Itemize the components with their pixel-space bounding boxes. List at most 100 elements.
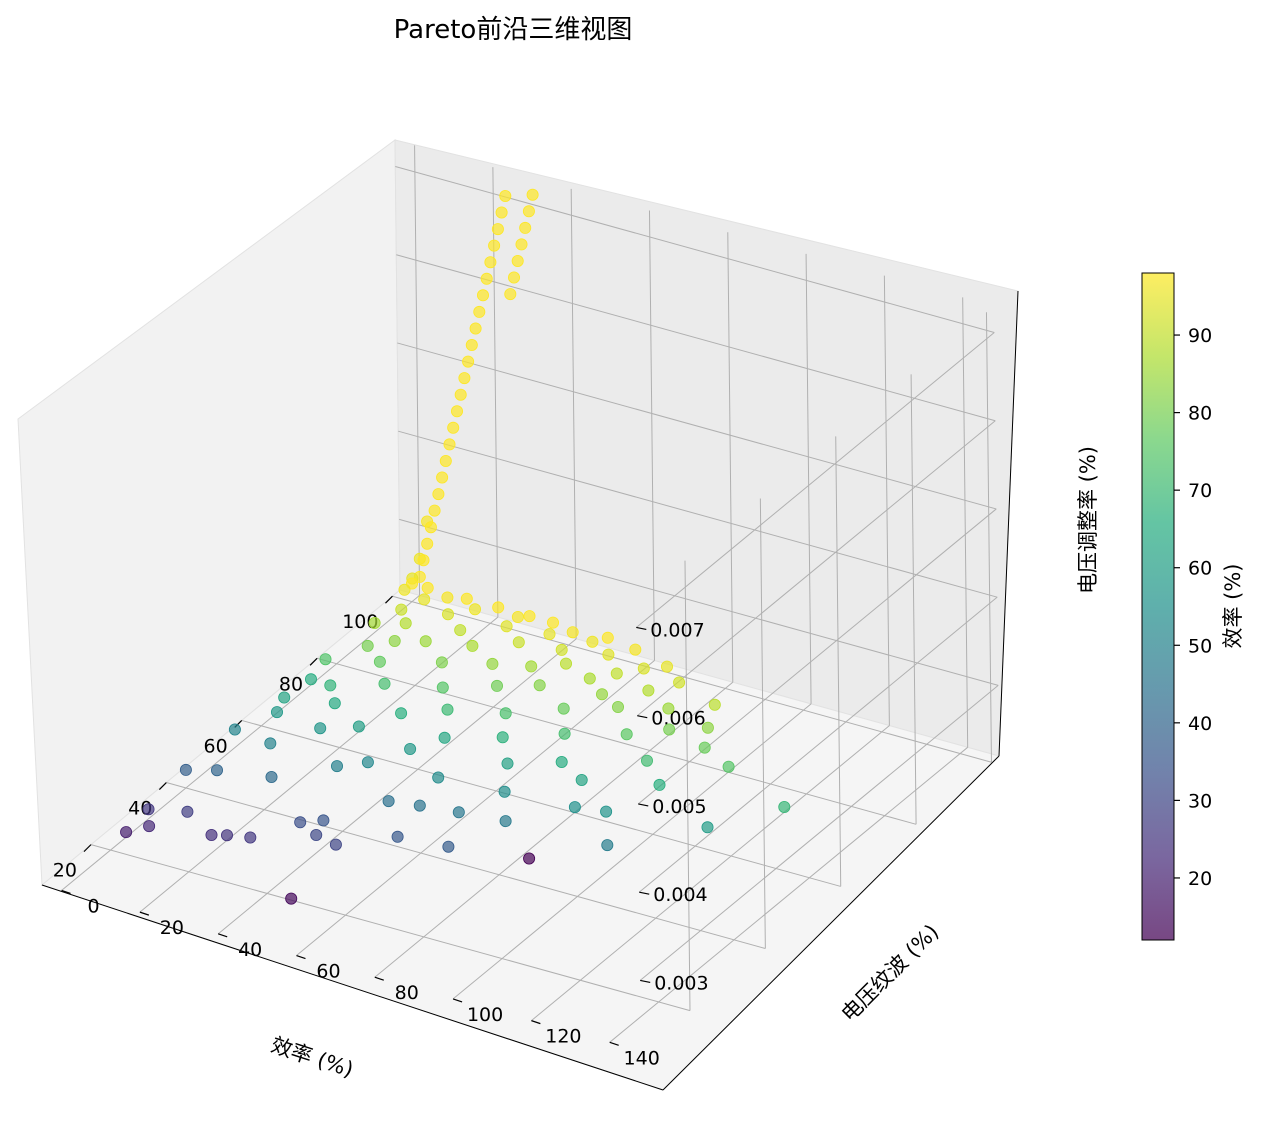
scatter-point (181, 805, 194, 818)
scatter-point (441, 591, 454, 604)
z-gridline (397, 342, 997, 510)
scatter-point (519, 221, 532, 234)
y-tick (531, 1020, 541, 1025)
scatter-point (285, 892, 298, 905)
scatter-point (642, 684, 655, 697)
x-gridline (392, 595, 992, 763)
x-tick (309, 657, 318, 666)
scatter-point (399, 617, 412, 630)
scatter-point (637, 662, 650, 675)
scatter-point (476, 289, 489, 302)
scatter-point (495, 206, 508, 219)
scatter-point (515, 238, 528, 251)
scatter-point (708, 698, 721, 711)
y-gridline (805, 253, 812, 704)
scatter-point (496, 731, 509, 744)
z-tick-label: 0.004 (653, 884, 707, 906)
scatter-point (329, 838, 342, 851)
x-gridline (985, 312, 992, 763)
y-gridline (61, 595, 420, 891)
scatter-point (441, 703, 454, 716)
scatter-point (468, 603, 481, 616)
y-tick-label: 140 (624, 1047, 660, 1069)
z-tick (638, 803, 649, 807)
scatter-point (575, 774, 588, 787)
scatter-point (566, 626, 579, 639)
scatter-point (499, 707, 512, 720)
y-tick-label: 20 (160, 917, 184, 939)
y-axis-line (662, 755, 1000, 1091)
scatter-point (498, 785, 511, 798)
z-gridline (636, 420, 996, 717)
scatter-point (601, 839, 614, 852)
scatter-point (432, 771, 445, 784)
scatter-point (602, 648, 615, 661)
z-axis-line (998, 290, 1019, 757)
x-tick (83, 844, 92, 853)
scatter-point (294, 816, 307, 829)
y-tick-label: 100 (467, 1004, 503, 1026)
scatter-point (447, 421, 460, 434)
y-tick-label: 0 (88, 895, 100, 917)
scatter-point (210, 764, 223, 777)
scatter-point (583, 672, 596, 685)
z-gridline (398, 430, 998, 598)
scatter-point (701, 721, 714, 734)
scatter-point (663, 723, 676, 736)
x-tick-label: 60 (204, 735, 228, 757)
scatter-point (460, 592, 473, 605)
scatter-point (319, 653, 332, 666)
scatter-point (486, 657, 499, 670)
x-axis-line (41, 884, 664, 1091)
scatter-point (432, 488, 445, 501)
scatter-point (543, 628, 556, 641)
scatter-point (629, 643, 642, 656)
scatter-point (439, 454, 452, 467)
scatter-point (501, 757, 514, 770)
scatter-point (304, 673, 317, 686)
y-tick-label: 60 (316, 961, 340, 983)
scatter-point (499, 815, 512, 828)
scatter-point (421, 581, 434, 594)
colorbar-tick-label: 80 (1188, 403, 1212, 425)
scatter-point (560, 657, 573, 670)
scatter-point (265, 771, 278, 784)
scatter-point (441, 608, 454, 621)
scatter-point (601, 631, 614, 644)
colorbar-tick-label: 90 (1188, 325, 1212, 347)
colorbar-label: 效率 (%) (1221, 563, 1245, 648)
x-tick-label: 100 (342, 611, 378, 633)
scatter-point (504, 288, 517, 301)
scatter-point (533, 679, 546, 692)
scatter-point (264, 737, 277, 750)
scatter-point (450, 405, 463, 418)
scatter-point (511, 611, 524, 624)
y-tick (217, 933, 228, 938)
scatter-points (120, 188, 791, 905)
scatter-point (555, 643, 568, 656)
scatter-point (466, 639, 479, 652)
scatter-point (228, 723, 241, 736)
scatter-point (661, 660, 674, 673)
y-gridline (531, 725, 890, 1022)
y-tick (296, 954, 306, 960)
y-gridline (570, 188, 577, 639)
z-tick (640, 979, 651, 984)
scatter-point (442, 840, 455, 853)
scatter-point (523, 852, 536, 865)
scatter-point (314, 722, 327, 735)
scatter-point (490, 679, 503, 692)
scatter-point (419, 635, 432, 648)
scatter-point (278, 691, 291, 704)
colorbar-border (1141, 272, 1175, 941)
scatter-point (492, 601, 505, 614)
scatter-point (473, 305, 486, 318)
z-tick-label: 0.003 (654, 972, 708, 994)
scatter-point (586, 635, 599, 648)
x-tick-label: 20 (53, 860, 77, 882)
colorbar-tick-label: 40 (1188, 713, 1212, 735)
scatter-point (458, 372, 471, 385)
x-tick (385, 595, 393, 604)
scatter-point (120, 826, 133, 839)
